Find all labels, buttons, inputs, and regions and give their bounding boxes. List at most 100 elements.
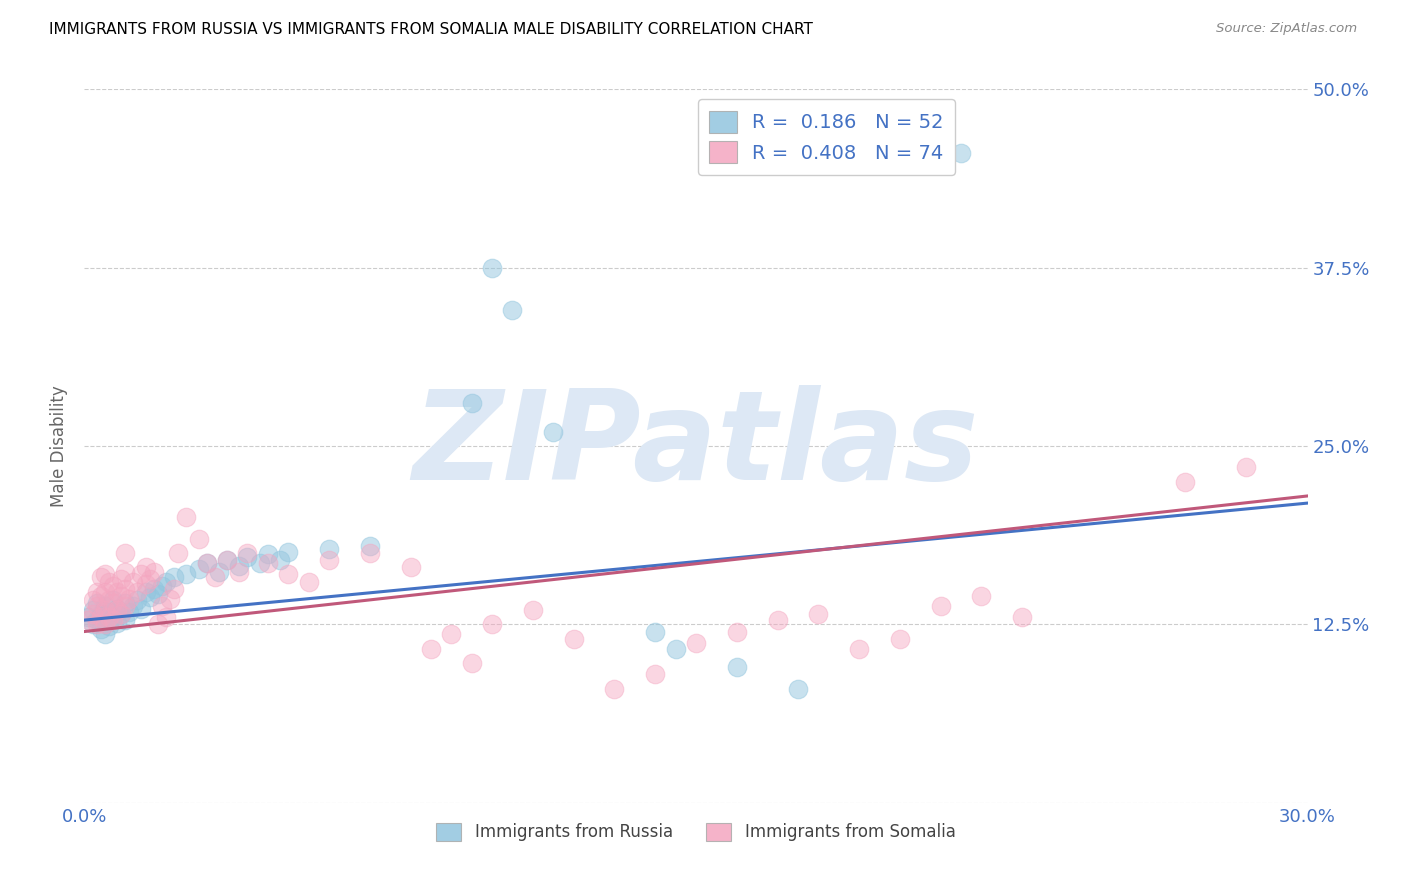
- Text: IMMIGRANTS FROM RUSSIA VS IMMIGRANTS FROM SOMALIA MALE DISABILITY CORRELATION CH: IMMIGRANTS FROM RUSSIA VS IMMIGRANTS FRO…: [49, 22, 813, 37]
- Point: [86, 599, 108, 613]
- Point: [236, 546, 259, 560]
- Point: [138, 591, 160, 605]
- Point: [950, 146, 973, 161]
- Point: [665, 641, 688, 656]
- Point: [142, 582, 165, 596]
- Point: [150, 579, 173, 593]
- Point: [298, 574, 321, 589]
- Point: [90, 622, 112, 636]
- Point: [249, 556, 271, 570]
- Point: [93, 567, 115, 582]
- Point: [101, 579, 124, 593]
- Point: [217, 553, 239, 567]
- Point: [970, 589, 993, 603]
- Point: [420, 641, 443, 656]
- Point: [685, 636, 707, 650]
- Point: [217, 553, 239, 567]
- Point: [90, 607, 112, 622]
- Point: [86, 596, 108, 610]
- Point: [146, 587, 169, 601]
- Point: [725, 624, 748, 639]
- Point: [399, 560, 422, 574]
- Point: [603, 681, 626, 696]
- Point: [318, 553, 340, 567]
- Point: [93, 599, 115, 613]
- Point: [155, 610, 177, 624]
- Point: [766, 613, 789, 627]
- Point: [644, 667, 666, 681]
- Point: [110, 572, 132, 586]
- Point: [101, 596, 124, 610]
- Point: [82, 593, 104, 607]
- Point: [204, 570, 226, 584]
- Point: [93, 603, 115, 617]
- Point: [725, 660, 748, 674]
- Point: [318, 541, 340, 556]
- Point: [114, 599, 136, 613]
- Point: [93, 627, 115, 641]
- Point: [163, 570, 186, 584]
- Point: [122, 599, 145, 613]
- Point: [277, 544, 299, 558]
- Point: [77, 610, 100, 624]
- Point: [105, 615, 128, 630]
- Point: [90, 570, 112, 584]
- Point: [1011, 610, 1033, 624]
- Legend: Immigrants from Russia, Immigrants from Somalia: Immigrants from Russia, Immigrants from …: [430, 816, 962, 848]
- Point: [97, 619, 120, 633]
- Point: [105, 603, 128, 617]
- Point: [359, 539, 381, 553]
- Point: [236, 550, 259, 565]
- Point: [97, 574, 120, 589]
- Point: [82, 603, 104, 617]
- Point: [440, 627, 463, 641]
- Point: [150, 599, 173, 613]
- Point: [77, 613, 100, 627]
- Point: [543, 425, 565, 439]
- Point: [110, 589, 132, 603]
- Point: [86, 613, 108, 627]
- Point: [93, 584, 115, 599]
- Point: [562, 632, 585, 646]
- Point: [105, 601, 128, 615]
- Point: [114, 565, 136, 579]
- Point: [787, 681, 810, 696]
- Point: [135, 584, 157, 599]
- Point: [142, 565, 165, 579]
- Point: [114, 613, 136, 627]
- Point: [122, 574, 145, 589]
- Point: [146, 617, 169, 632]
- Point: [1174, 475, 1197, 489]
- Point: [118, 605, 141, 619]
- Point: [90, 589, 112, 603]
- Point: [86, 584, 108, 599]
- Point: [889, 632, 911, 646]
- Point: [644, 624, 666, 639]
- Point: [359, 546, 381, 560]
- Y-axis label: Male Disability: Male Disability: [51, 385, 69, 507]
- Point: [93, 613, 115, 627]
- Point: [187, 532, 209, 546]
- Point: [269, 553, 291, 567]
- Point: [110, 607, 132, 622]
- Text: Source: ZipAtlas.com: Source: ZipAtlas.com: [1216, 22, 1357, 36]
- Point: [461, 656, 484, 670]
- Point: [167, 546, 190, 560]
- Point: [135, 560, 157, 574]
- Point: [1236, 460, 1258, 475]
- Point: [82, 617, 104, 632]
- Point: [208, 565, 231, 579]
- Point: [131, 567, 153, 582]
- Point: [101, 613, 124, 627]
- Point: [86, 617, 108, 632]
- Point: [131, 601, 153, 615]
- Point: [174, 567, 197, 582]
- Point: [461, 396, 484, 410]
- Point: [110, 607, 132, 622]
- Point: [848, 641, 870, 656]
- Point: [159, 591, 181, 606]
- Point: [502, 303, 524, 318]
- Point: [174, 510, 197, 524]
- Point: [481, 260, 503, 275]
- Point: [228, 558, 250, 573]
